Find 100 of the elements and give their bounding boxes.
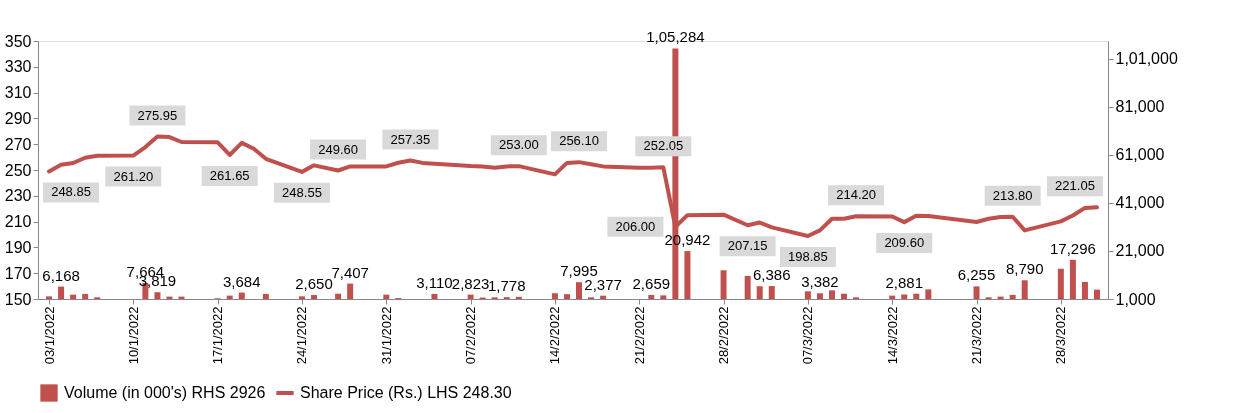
data-label: 3,684: [222, 272, 261, 290]
bar: [1081, 281, 1088, 299]
data-label: 2,823: [451, 274, 490, 292]
bar: [889, 295, 896, 299]
bar: [684, 251, 691, 299]
bar: [154, 292, 161, 299]
bar: [913, 293, 920, 299]
data-label: 6,386: [752, 266, 791, 284]
bar: [347, 283, 354, 299]
bar: [816, 293, 823, 299]
bar: [744, 275, 751, 299]
bar: [720, 270, 727, 299]
bar: [515, 296, 522, 299]
bar: [828, 290, 835, 299]
data-label: 2,650: [295, 275, 333, 293]
bar: [1021, 280, 1028, 299]
x-tick-label: 03/1/2022: [41, 306, 57, 365]
x-tick-label: 24/1/2022: [294, 306, 310, 365]
data-label: 275.95: [137, 107, 178, 123]
bar: [383, 294, 390, 299]
bar: [46, 296, 53, 299]
data-label: 252.05: [643, 138, 684, 154]
data-label: 206.00: [615, 218, 656, 234]
bar: [226, 295, 233, 299]
x-tick-label: 17/1/2022: [210, 306, 226, 365]
bar: [335, 293, 342, 299]
bar: [298, 296, 305, 299]
legend-label: Volume (in 000's) RHS 2926: [64, 384, 266, 401]
data-label: 248.55: [282, 184, 322, 200]
data-label: 221.05: [1055, 178, 1095, 194]
data-label: 8,790: [1005, 260, 1044, 278]
bar: [238, 292, 245, 299]
data-label: 249.60: [318, 141, 358, 157]
data-label: 198.85: [788, 248, 828, 264]
data-label: 2,659: [632, 275, 671, 293]
data-label: 1,05,284: [646, 28, 705, 46]
bar: [901, 294, 908, 299]
bar: [58, 286, 65, 299]
bar: [804, 291, 811, 299]
data-label: 253.00: [498, 137, 539, 153]
bar: [973, 286, 980, 299]
y-tick-label: 170: [4, 264, 32, 282]
y2-tick-label: 1,000: [1115, 290, 1156, 308]
bar: [660, 295, 667, 299]
data-label: 2,881: [885, 274, 924, 292]
y2-tick-label: 81,000: [1115, 98, 1165, 116]
x-tick-label: 07/2/2022: [463, 306, 479, 365]
y2-tick-label: 1,01,000: [1115, 50, 1178, 68]
y-tick-label: 350: [4, 32, 32, 50]
bar: [1093, 289, 1100, 299]
bar: [756, 286, 763, 299]
data-label: 7,407: [331, 263, 369, 281]
bar: [551, 293, 558, 299]
y2-tick-label: 41,000: [1115, 194, 1165, 212]
x-tick-label: 10/1/2022: [125, 306, 141, 365]
y-tick-label: 190: [4, 238, 32, 256]
data-label: 207.15: [727, 238, 768, 254]
bar: [70, 294, 77, 299]
bar: [925, 289, 932, 299]
x-tick-label: 21/2/2022: [631, 306, 647, 365]
y-tick-label: 150: [4, 290, 32, 308]
y-tick-label: 250: [4, 161, 32, 179]
x-tick-label: 14/3/2022: [884, 306, 900, 365]
data-label: 261.20: [113, 168, 154, 184]
y-tick-label: 210: [4, 213, 32, 231]
bar: [467, 294, 474, 299]
data-label: 6,255: [957, 266, 996, 284]
x-tick-label: 31/1/2022: [378, 306, 394, 365]
bar: [600, 295, 607, 299]
bar: [648, 295, 655, 299]
bar: [1009, 294, 1016, 299]
y-tick-label: 310: [4, 84, 32, 102]
bar: [311, 295, 318, 299]
bar: [841, 293, 848, 299]
x-tick-label: 28/2/2022: [716, 306, 732, 365]
bar: [1057, 268, 1064, 299]
x-tick-label: 21/3/2022: [969, 306, 985, 365]
x-tick-label: 07/3/2022: [800, 306, 816, 365]
y2-tick-label: 21,000: [1115, 242, 1165, 260]
data-label: 213.80: [992, 187, 1033, 203]
data-label: 17,296: [1049, 239, 1096, 257]
bar: [576, 282, 583, 299]
bar: [1069, 259, 1076, 299]
y-tick-label: 230: [4, 187, 32, 205]
data-label: 261.65: [209, 167, 250, 183]
data-label: 6,168: [42, 266, 80, 284]
data-label: 3,382: [801, 273, 839, 291]
data-label: 3,110: [416, 273, 453, 291]
y-tick-label: 290: [4, 109, 32, 127]
data-label: 257.35: [390, 131, 431, 147]
data-label: 248.85: [51, 184, 91, 200]
legend-label: Share Price (Rs.) LHS 248.30: [300, 384, 512, 401]
bar: [82, 293, 89, 299]
y2-tick-label: 61,000: [1115, 146, 1165, 164]
bar: [563, 294, 570, 299]
y-tick-label: 330: [4, 58, 32, 76]
x-tick-label: 28/3/2022: [1053, 306, 1069, 365]
bar: [431, 293, 438, 299]
y-tick-label: 270: [4, 135, 32, 153]
bar: [768, 286, 775, 299]
